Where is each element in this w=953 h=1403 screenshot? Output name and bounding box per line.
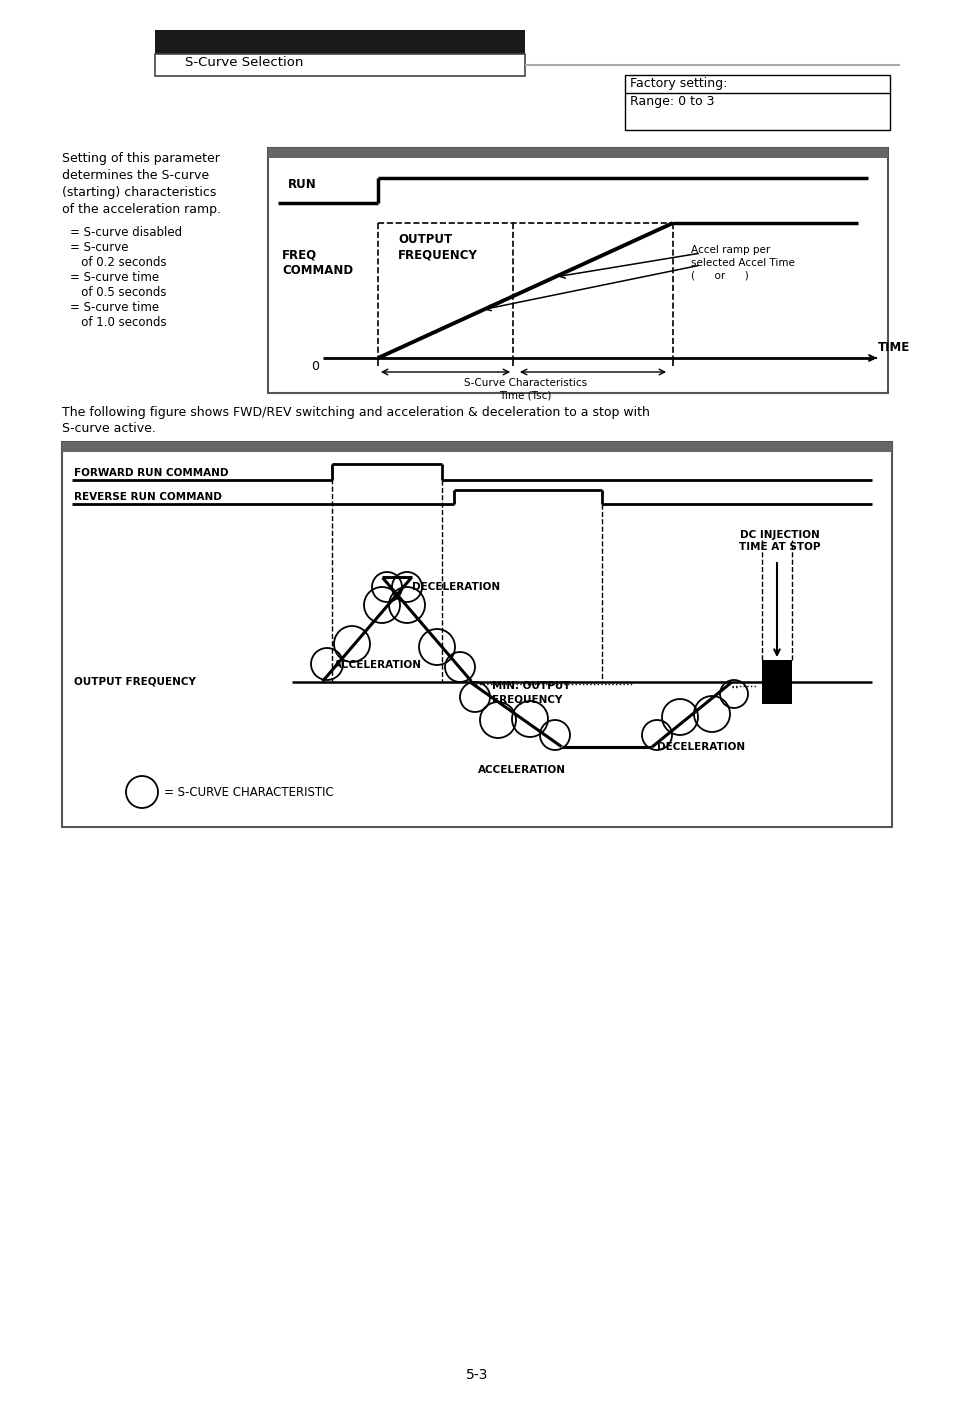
Text: DECELERATION: DECELERATION	[412, 582, 499, 592]
Text: of 0.5 seconds: of 0.5 seconds	[70, 286, 167, 299]
Text: RUN: RUN	[288, 178, 316, 191]
Text: FREQ
COMMAND: FREQ COMMAND	[282, 248, 353, 276]
Bar	[624, 74, 889, 130]
Bar	[268, 147, 887, 159]
Text: ACCELERATION: ACCELERATION	[334, 659, 421, 671]
Text: of 1.0 seconds: of 1.0 seconds	[70, 316, 167, 328]
Text: TIME: TIME	[877, 341, 909, 354]
Text: 5-3: 5-3	[465, 1368, 488, 1382]
Text: = S-curve disabled: = S-curve disabled	[70, 226, 182, 239]
Text: Factory setting:: Factory setting:	[629, 77, 726, 90]
Bar	[761, 659, 791, 704]
Text: of the acceleration ramp.: of the acceleration ramp.	[62, 203, 221, 216]
Text: ACCELERATION: ACCELERATION	[477, 765, 565, 774]
Text: S-curve active.: S-curve active.	[62, 422, 155, 435]
Text: OUTPUT FREQUENCY: OUTPUT FREQUENCY	[74, 678, 195, 687]
Bar	[268, 147, 887, 393]
Text: S-Curve Characteristics: S-Curve Characteristics	[463, 377, 586, 389]
Text: (starting) characteristics: (starting) characteristics	[62, 187, 216, 199]
Text: S-Curve Selection: S-Curve Selection	[185, 56, 303, 70]
Text: 0: 0	[311, 361, 318, 373]
Text: OUTPUT
FREQUENCY: OUTPUT FREQUENCY	[397, 233, 477, 261]
Text: of 0.2 seconds: of 0.2 seconds	[70, 255, 167, 269]
Text: MIN. OUTPUT: MIN. OUTPUT	[492, 680, 570, 692]
Bar	[62, 442, 891, 826]
Text: determines the S-curve: determines the S-curve	[62, 168, 209, 182]
Text: selected Accel Time: selected Accel Time	[690, 258, 794, 268]
Text: FREQUENCY: FREQUENCY	[492, 694, 561, 704]
Text: = S-curve time: = S-curve time	[70, 302, 159, 314]
Text: REVERSE RUN COMMAND: REVERSE RUN COMMAND	[74, 492, 222, 502]
Text: Accel ramp per: Accel ramp per	[690, 246, 769, 255]
Text: = S-CURVE CHARACTERISTIC: = S-CURVE CHARACTERISTIC	[164, 786, 334, 798]
Text: = S-curve time: = S-curve time	[70, 271, 159, 283]
Text: Setting of this parameter: Setting of this parameter	[62, 152, 219, 166]
Text: (      or      ): ( or )	[690, 271, 748, 281]
Bar	[62, 442, 891, 452]
Text: DECELERATION: DECELERATION	[657, 742, 744, 752]
Text: The following figure shows FWD/REV switching and acceleration & deceleration to : The following figure shows FWD/REV switc…	[62, 405, 649, 419]
Text: FORWARD RUN COMMAND: FORWARD RUN COMMAND	[74, 469, 229, 478]
Bar	[154, 53, 524, 76]
Text: = S-curve: = S-curve	[70, 241, 129, 254]
Text: Range: 0 to 3: Range: 0 to 3	[629, 95, 714, 108]
Text: DC INJECTION: DC INJECTION	[740, 530, 819, 540]
Bar	[154, 29, 524, 53]
Text: Time (Tsc): Time (Tsc)	[498, 390, 551, 400]
Text: TIME AT STOP: TIME AT STOP	[739, 542, 820, 551]
